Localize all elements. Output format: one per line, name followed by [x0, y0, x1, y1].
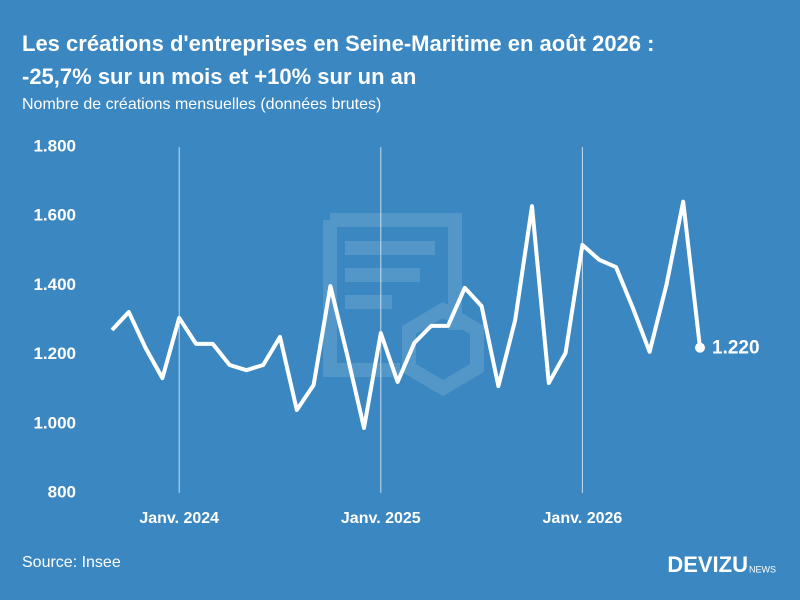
- y-tick-label: 1.200: [33, 344, 76, 363]
- y-tick-label: 1.000: [33, 413, 76, 432]
- source: Source: Insee: [22, 554, 121, 571]
- y-tick-label: 1.600: [33, 206, 76, 225]
- x-tick-label: Janv. 2025: [341, 510, 421, 527]
- point: [695, 342, 705, 353]
- brand-suffix: NEWS: [749, 564, 776, 574]
- brand: DEVIZU: [667, 552, 748, 577]
- chart-title: Les créations d'entreprises en Seine-Mar…: [22, 31, 654, 56]
- x-tick-label: Janv. 2024: [139, 510, 219, 527]
- chart-title: -25,7% sur un mois et +10% sur un an: [22, 64, 416, 89]
- watermark: [323, 213, 484, 397]
- subtitle: Nombre de créations mensuelles (données …: [22, 96, 381, 113]
- y-tick-label: 1.400: [33, 275, 76, 294]
- y-tick-label: 800: [48, 482, 76, 501]
- y-tick-label: 1.800: [33, 136, 76, 155]
- line: [110, 199, 702, 430]
- data-label: 1.220: [712, 338, 760, 359]
- x-tick-label: Janv. 2026: [543, 510, 623, 527]
